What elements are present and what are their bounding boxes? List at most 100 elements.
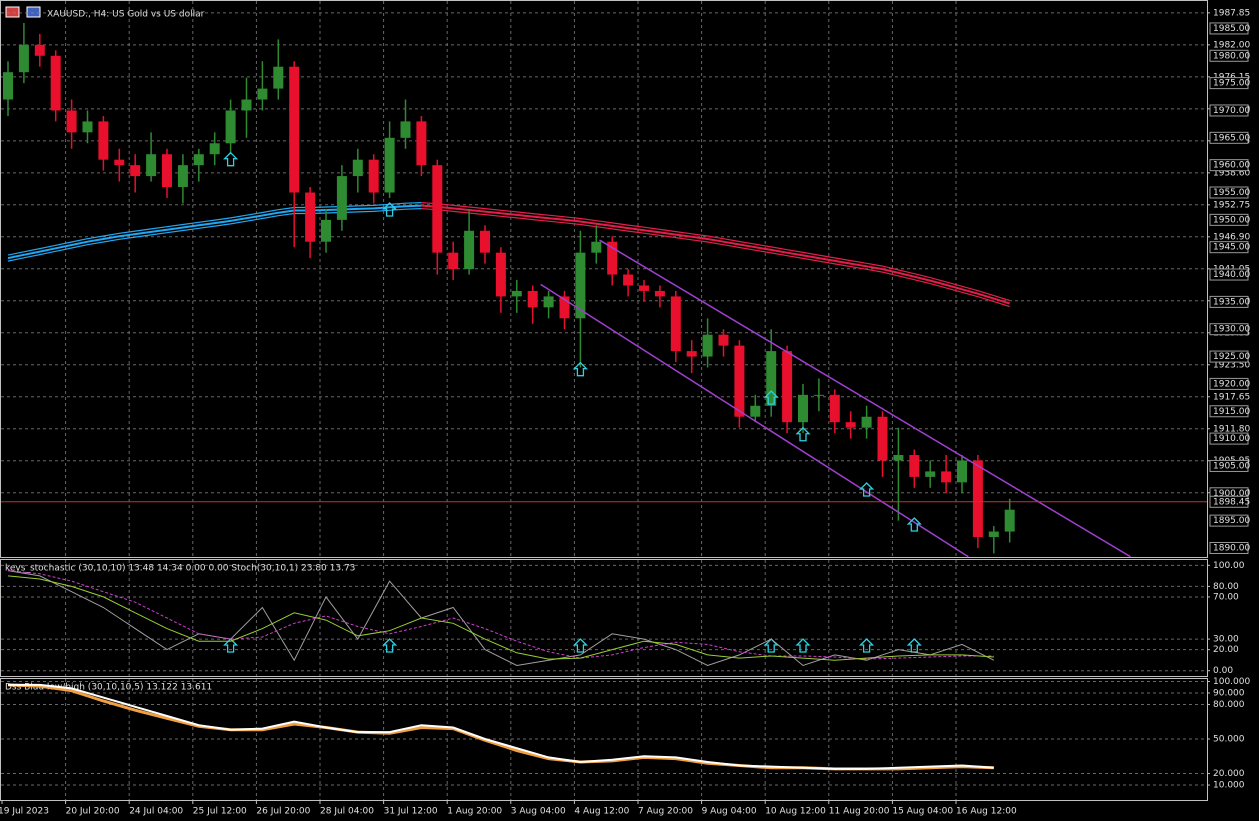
signal-arrow [223,638,239,653]
x-tick-label: 11 Aug 20:00 [829,807,890,817]
level-label: 1940.00 [1213,270,1250,280]
y-tick-label: 1911.80 [1213,424,1250,434]
candle-body [670,296,681,352]
candle-body [845,422,856,428]
level-box [1209,323,1249,336]
indicator-line [8,683,994,770]
x-tick-label: 7 Aug 20:00 [638,807,693,817]
price-label: 1898.45 [1213,497,1250,507]
x-tick-label: 3 Aug 04:00 [511,807,566,817]
x-tick-label: 9 Aug 04:00 [702,807,757,817]
candle-body [607,241,618,275]
y-tick-label: 1987.85 [1213,8,1250,18]
candle-body [464,230,475,270]
level-box [1209,514,1249,527]
signal-arrow [795,426,811,442]
level-label: 1890.00 [1213,543,1250,553]
y-tick-label: 100.000 [1213,677,1250,687]
candle-body [734,345,745,417]
candle-body [66,110,77,133]
candle-body [1004,509,1015,532]
candle-body [82,121,93,133]
moving-average [421,208,1010,308]
signal-arrow [572,361,588,377]
y-tick-label: 20.00 [1213,645,1239,655]
y-tick-label: 1923.50 [1213,360,1250,370]
symbol-icon [5,6,20,18]
level-box [1209,22,1249,35]
x-tick-label: 10 Aug 12:00 [765,807,826,817]
level-label: 1985.00 [1213,24,1250,34]
y-tick-label: 90.000 [1213,688,1245,698]
signal-arrow [906,517,922,532]
moving-average [7,208,422,262]
y-tick-label: 1952.75 [1213,200,1250,210]
y-tick-label: 1982.00 [1213,40,1250,50]
candle-body [146,154,157,177]
level-box [1209,49,1249,62]
signal-arrow [572,638,588,653]
signal-arrow [223,151,239,167]
candle-body [114,159,125,166]
candle-body [829,394,840,423]
candle-body [957,460,967,483]
y-tick-label: 100.00 [1213,561,1245,571]
indicator-line [7,575,994,661]
candle-body [654,290,665,297]
level-box [1209,405,1249,418]
candle-body [527,290,538,308]
y-tick-label: 30.00 [1213,635,1239,645]
level-label: 1955.00 [1213,188,1250,198]
signal-arrow [382,202,398,217]
indicator-title: Dss Blau low/high (30,10,10,5) 13.122 13… [5,683,212,693]
level-label: 1950.00 [1213,215,1250,225]
candle-body [909,455,920,477]
y-tick-label: 1917.65 [1213,392,1250,402]
level-label: 1910.00 [1213,434,1250,444]
level-label: 1975.00 [1213,79,1250,89]
candle-body [575,252,586,319]
level-box [1209,350,1249,363]
main-panel-frame [0,0,1208,558]
channel-line [540,283,969,558]
level-label: 1965.00 [1213,133,1250,143]
candle-body [34,44,45,56]
level-box [1209,131,1249,144]
moving-average [7,202,422,256]
x-tick-label: 15 Aug 04:00 [892,807,953,817]
level-box [1209,541,1249,554]
indicator-line [7,570,994,660]
candle-body [432,165,443,253]
x-tick-label: 4 Aug 12:00 [574,807,629,817]
level-label: 1900.00 [1213,489,1250,499]
y-tick-label: 1958.60 [1213,168,1250,178]
y-tick-label: 70.00 [1213,592,1239,602]
candle-body [702,334,713,357]
level-label: 1980.00 [1213,51,1250,61]
candle-body [130,165,141,177]
level-box [1209,104,1249,117]
level-box [1209,295,1249,308]
candle-body [50,55,61,111]
level-box [1209,213,1249,226]
y-tick-label: 50.000 [1213,735,1245,745]
x-tick-label: 19 Jul 2023 [0,807,49,817]
candle-body [209,143,220,155]
x-tick-label: 16 Aug 12:00 [956,807,1017,817]
candle-body [925,471,936,477]
candle-body [257,88,268,100]
signal-arrow [859,638,875,653]
candle-body [782,351,793,423]
moving-average [421,202,1010,302]
candle-body [877,416,888,461]
candle-body [177,165,188,188]
level-box [1209,77,1249,90]
price-box [1209,495,1249,508]
stoch-panel-frame [0,559,1208,677]
candle-body [861,416,872,428]
candle-body [813,394,824,396]
level-label: 1895.00 [1213,516,1250,526]
candle-body [639,285,649,291]
candle-body [623,274,634,286]
